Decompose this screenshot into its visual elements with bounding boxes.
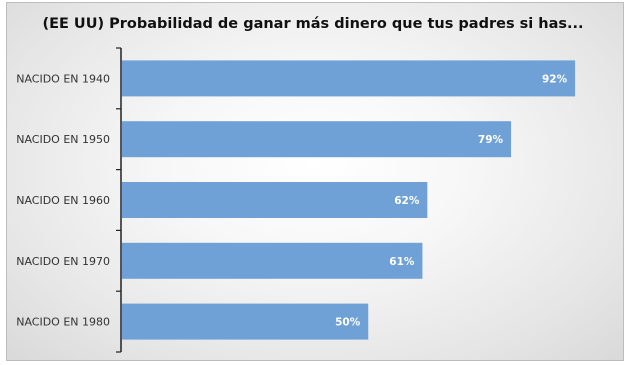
bar — [122, 121, 512, 158]
data-label: 61% — [389, 256, 415, 268]
bar — [122, 182, 428, 218]
data-label: 79% — [478, 134, 504, 146]
data-label: 92% — [542, 73, 568, 85]
data-label: 50% — [335, 317, 361, 329]
chart-title: (EE UU) Probabilidad de ganar más dinero… — [42, 16, 584, 32]
category-label: NACIDO EN 1970 — [16, 255, 110, 268]
bar — [122, 303, 369, 340]
category-label: NACIDO EN 1960 — [16, 194, 110, 207]
category-label: NACIDO EN 1940 — [16, 72, 110, 85]
bar — [122, 242, 423, 279]
bar — [122, 60, 576, 97]
data-label: 62% — [394, 195, 420, 207]
category-label: NACIDO EN 1980 — [16, 316, 110, 329]
category-label: NACIDO EN 1950 — [16, 133, 110, 146]
